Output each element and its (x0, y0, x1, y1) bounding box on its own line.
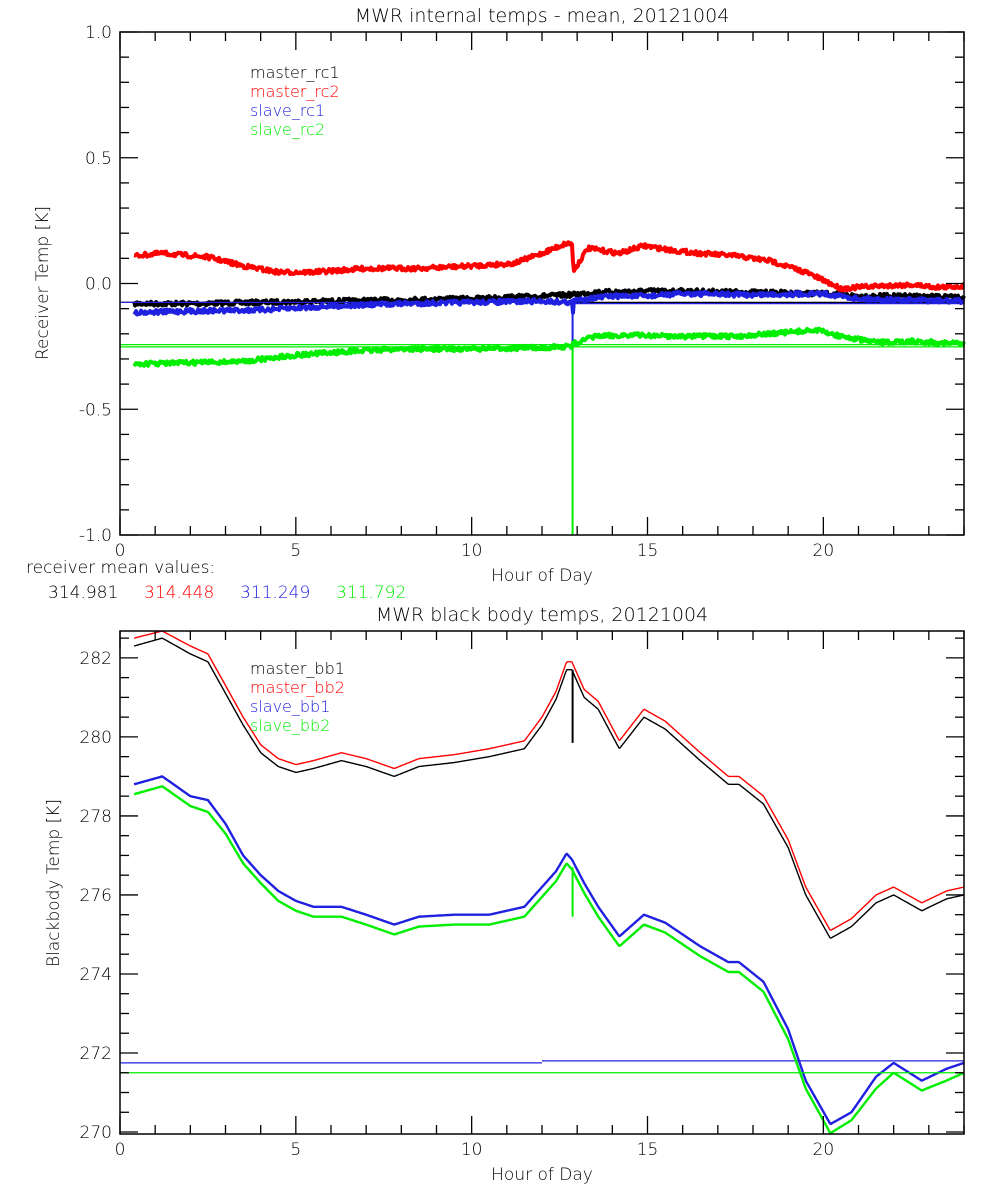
series-slave_bb1 (120, 775, 965, 1125)
receiver-mean-label: receiver mean values: (26, 558, 215, 578)
master_rc2-line (133, 240, 965, 293)
x-tick-label: 0 (115, 541, 126, 561)
y-tick-label: -1.0 (79, 526, 112, 546)
y-tick-label: 274 (80, 965, 112, 985)
plot-frame (119, 630, 965, 1135)
x-tick-label: 0 (115, 1140, 126, 1160)
receiver-mean-values: 314.981 314.448 311.249 311.792 (48, 583, 406, 603)
mean-value-2: 314.448 (144, 583, 214, 603)
receiver-plot-title: MWR internal temps - mean, 20121004 (355, 5, 730, 27)
legend-entry-slave_rc1: slave_rc1 (250, 101, 325, 120)
y-tick-label: 278 (80, 807, 112, 827)
legend-entry-slave_bb2: slave_bb2 (250, 716, 330, 735)
x-tick-label: 10 (461, 541, 483, 561)
legend-entry-master_bb2: master_bb2 (250, 678, 345, 697)
receiver-x-axis-label: Hour of Day (491, 566, 593, 586)
slave_rc2-line (132, 326, 966, 368)
y-tick-label: -0.5 (79, 400, 112, 420)
slave_bb2-line (133, 785, 965, 1134)
x-tick-label: 15 (637, 541, 659, 561)
mean-value-3: 311.249 (240, 583, 310, 603)
legend-entry-slave_bb1: slave_bb1 (250, 697, 330, 716)
legend-entry-master_bb1: master_bb1 (250, 659, 345, 678)
legend-entry-master_rc1: master_rc1 (250, 63, 340, 82)
blackbody-y-axis-label: Blackbody Temp [K] (44, 799, 64, 967)
master_bb2-line (133, 630, 965, 931)
legend-entry-slave_rc2: slave_rc2 (250, 120, 325, 139)
blackbody-plot-title: MWR black body temps, 20121004 (376, 604, 708, 626)
receiver-axes: 0 5 10 15 20 -1.0 -0.5 0.0 0.5 1.0 (79, 23, 965, 561)
y-tick-label: 0.5 (85, 149, 112, 169)
receiver-y-axis-label: Receiver Temp [K] (33, 206, 53, 360)
master_bb1-line (133, 637, 965, 939)
series-slave_rc2 (120, 326, 966, 535)
blackbody-x-axis-label: Hour of Day (491, 1165, 593, 1185)
blackbody-series-group (120, 630, 965, 1134)
x-tick-label: 10 (461, 1140, 483, 1160)
receiver-temp-plot: 0 5 10 15 20 -1.0 -0.5 0.0 0.5 1.0 MWR internal t… (26, 5, 966, 603)
x-tick-label: 20 (813, 1140, 835, 1160)
series-master_rc2 (133, 240, 965, 293)
receiver-series-group (120, 240, 966, 535)
legend-entry-master_rc2: master_rc2 (250, 82, 340, 101)
x-tick-label: 20 (813, 541, 835, 561)
y-tick-label: 276 (80, 886, 112, 906)
x-tick-label: 15 (637, 1140, 659, 1160)
y-tick-label: 1.0 (85, 23, 112, 43)
series-master_bb1 (133, 637, 965, 939)
y-tick-label: 272 (80, 1044, 112, 1064)
slave_rc1-line (132, 289, 966, 317)
blackbody-axes: 0 5 10 15 20 270 272 274 276 278 280 282 (80, 630, 965, 1160)
y-tick-label: 0.0 (85, 275, 112, 295)
series-master_bb2 (133, 630, 965, 931)
y-tick-label: 270 (80, 1123, 112, 1143)
x-tick-label: 5 (290, 541, 301, 561)
mean-value-1: 314.981 (48, 583, 118, 603)
x-tick-label: 5 (290, 1140, 301, 1160)
slave_bb1-line (133, 775, 965, 1125)
series-slave_bb2 (120, 785, 965, 1134)
series-slave_rc1 (120, 289, 966, 352)
blackbody-temp-plot: 0 5 10 15 20 270 272 274 276 278 280 282 MWR black … (44, 604, 965, 1185)
y-tick-label: 282 (80, 649, 112, 669)
mean-value-4: 311.792 (336, 583, 406, 603)
y-tick-label: 280 (80, 728, 112, 748)
